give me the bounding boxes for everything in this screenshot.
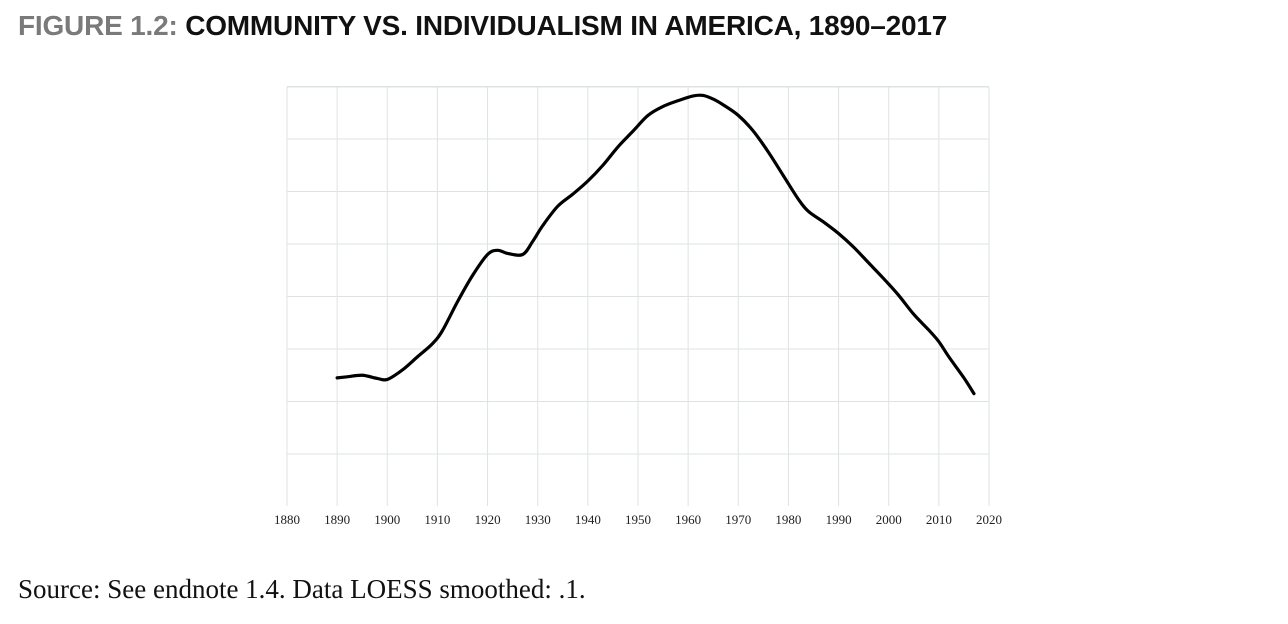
x-tick-label: 2000 (876, 512, 902, 527)
x-tick-label: 1910 (424, 512, 450, 527)
x-tick-label: 2020 (976, 512, 1002, 527)
x-tick-label: 1960 (675, 512, 701, 527)
x-tick-label: 2010 (926, 512, 952, 527)
x-tick-label: 1940 (575, 512, 601, 527)
x-tick-label: 1880 (274, 512, 300, 527)
x-tick-label: 1900 (374, 512, 400, 527)
source-note: Source: See endnote 1.4. Data LOESS smoo… (18, 574, 586, 604)
line-chart: 1880 1890 1900 1910 1920 1930 1940 1950 1960 1970… (274, 86, 1002, 527)
x-tick-label: 1920 (475, 512, 501, 527)
x-tick-label: 1890 (324, 512, 350, 527)
figure-heading: FIGURE 1.2: COMMUNITY VS. INDIVIDUALISM … (18, 10, 947, 42)
figure-label: FIGURE 1.2: (18, 10, 178, 41)
x-tick-label: 1990 (826, 512, 852, 527)
x-tick-label: 1950 (625, 512, 651, 527)
x-tick-label: 1970 (725, 512, 751, 527)
series-line (335, 93, 976, 396)
x-tick-label: 1930 (525, 512, 551, 527)
x-axis-ticks: 1880 1890 1900 1910 1920 1930 1940 1950 1960 1970… (274, 512, 1002, 527)
figure-title: COMMUNITY VS. INDIVIDUALISM IN AMERICA, … (185, 10, 948, 41)
chart-grid (286, 86, 990, 506)
x-tick-label: 1980 (775, 512, 801, 527)
